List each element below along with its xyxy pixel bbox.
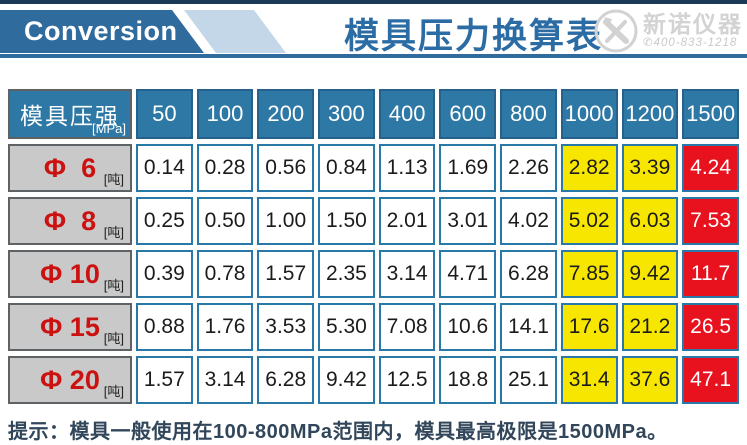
top-bar bbox=[0, 0, 747, 4]
pressure-col-header: 600 bbox=[439, 89, 497, 139]
value-cell: 17.6 bbox=[560, 303, 618, 351]
value-cell: 6.28 bbox=[257, 356, 315, 404]
value-cell: 2.35 bbox=[318, 250, 375, 298]
value-cell: 3.53 bbox=[257, 303, 315, 351]
value-cell: 0.25 bbox=[136, 197, 193, 245]
value-cell: 6.03 bbox=[621, 197, 679, 245]
value-cell: 0.56 bbox=[257, 144, 315, 192]
diameter-label: Φ 6 bbox=[43, 152, 97, 183]
value-cell: 0.28 bbox=[196, 144, 254, 192]
header: Conversion 模具压力换算表 新诺仪器 ✆400-833-1218 bbox=[0, 4, 747, 58]
diameter-label: Φ 20 bbox=[40, 364, 100, 395]
footer-tip: 提示：模具一般使用在100-800MPa范围内，模具最高极限是1500MPa。 bbox=[8, 421, 668, 443]
diameter-label: Φ 8 bbox=[43, 205, 97, 236]
pressure-col-header: 1500 bbox=[682, 89, 739, 139]
diameter-label-cell: Φ 10 [吨] bbox=[8, 250, 132, 298]
corner-label: 模具压强 bbox=[20, 103, 120, 129]
diameter-label-cell: Φ 20 [吨] bbox=[8, 356, 132, 404]
phone-icon: ✆ bbox=[643, 37, 654, 49]
value-cell: 14.1 bbox=[500, 303, 557, 351]
table-row: Φ 20 [吨] 1.57 3.14 6.28 9.42 12.5 18.8 25.1 31.4 3… bbox=[8, 356, 739, 404]
value-cell: 4.71 bbox=[439, 250, 497, 298]
value-cell: 12.5 bbox=[378, 356, 436, 404]
table-row: Φ 15 [吨] 0.88 1.76 3.53 5.30 7.08 10.6 14.1 17.6 2… bbox=[8, 303, 739, 351]
value-cell: 9.42 bbox=[621, 250, 679, 298]
xn-logo-icon bbox=[594, 9, 638, 53]
value-cell: 0.78 bbox=[196, 250, 254, 298]
corner-unit: [MPa] bbox=[92, 121, 126, 136]
value-cell: 7.08 bbox=[378, 303, 436, 351]
diameter-label-cell: Φ 15 [吨] bbox=[8, 303, 132, 351]
pressure-col-header: 1200 bbox=[621, 89, 679, 139]
value-cell: 25.1 bbox=[500, 356, 557, 404]
value-cell: 21.2 bbox=[621, 303, 679, 351]
value-cell: 2.01 bbox=[378, 197, 436, 245]
phone-number: 400-833-1218 bbox=[653, 37, 738, 49]
row-unit: [吨] bbox=[103, 172, 124, 187]
value-cell: 1.69 bbox=[439, 144, 497, 192]
value-cell: 1.76 bbox=[196, 303, 254, 351]
conversion-badge: Conversion bbox=[0, 10, 204, 53]
table-row: Φ 6 [吨] 0.14 0.28 0.56 0.84 1.13 1.69 2.26 2.82 3.… bbox=[8, 144, 739, 192]
pressure-col-header: 1000 bbox=[560, 89, 618, 139]
pressure-col-header: 100 bbox=[196, 89, 254, 139]
row-unit: [吨] bbox=[103, 331, 124, 346]
row-unit: [吨] bbox=[103, 278, 124, 293]
value-cell: 3.14 bbox=[196, 356, 254, 404]
value-cell: 0.39 bbox=[136, 250, 193, 298]
value-cell: 18.8 bbox=[439, 356, 497, 404]
value-cell: 37.6 bbox=[621, 356, 679, 404]
value-cell: 5.30 bbox=[318, 303, 375, 351]
pressure-col-header: 50 bbox=[136, 89, 193, 139]
value-cell: 7.85 bbox=[560, 250, 618, 298]
table-row: Φ 8 [吨] 0.25 0.50 1.00 1.50 2.01 3.01 4.02 5.02 6.… bbox=[8, 197, 739, 245]
value-cell: 2.26 bbox=[500, 144, 557, 192]
brand-name: 新诺仪器 bbox=[643, 11, 743, 37]
value-cell: 0.88 bbox=[136, 303, 193, 351]
pressure-col-header: 400 bbox=[378, 89, 436, 139]
pressure-col-header: 200 bbox=[257, 89, 315, 139]
value-cell: 4.02 bbox=[500, 197, 557, 245]
header-divider bbox=[0, 54, 747, 58]
conversion-badge-label: Conversion bbox=[24, 16, 178, 46]
row-unit: [吨] bbox=[103, 384, 124, 399]
diameter-label-cell: Φ 8 [吨] bbox=[8, 197, 132, 245]
value-cell: 1.57 bbox=[136, 356, 193, 404]
value-cell: 10.6 bbox=[439, 303, 497, 351]
diameter-label-cell: Φ 6 [吨] bbox=[8, 144, 132, 192]
value-cell: 0.84 bbox=[318, 144, 375, 192]
value-cell: 5.02 bbox=[560, 197, 618, 245]
value-cell: 4.24 bbox=[682, 144, 739, 192]
pressure-col-header: 300 bbox=[318, 89, 375, 139]
value-cell: 3.14 bbox=[378, 250, 436, 298]
value-cell: 1.57 bbox=[257, 250, 315, 298]
value-cell: 1.13 bbox=[378, 144, 436, 192]
value-cell: 1.00 bbox=[257, 197, 315, 245]
value-cell: 3.01 bbox=[439, 197, 497, 245]
phone-line: ✆400-833-1218 bbox=[643, 36, 743, 50]
diameter-label: Φ 15 bbox=[40, 311, 100, 342]
table-header-row: 模具压强 [MPa] 50 100 200 300 400 600 800 1000 1200 1… bbox=[8, 89, 739, 139]
page-title: 模具压力换算表 bbox=[344, 17, 604, 56]
value-cell: 47.1 bbox=[682, 356, 739, 404]
brand-logo: 新诺仪器 ✆400-833-1218 bbox=[593, 8, 743, 54]
value-cell: 11.7 bbox=[682, 250, 739, 298]
value-cell: 26.5 bbox=[682, 303, 739, 351]
value-cell: 3.39 bbox=[621, 144, 679, 192]
value-cell: 9.42 bbox=[318, 356, 375, 404]
value-cell: 0.50 bbox=[196, 197, 254, 245]
value-cell: 31.4 bbox=[560, 356, 618, 404]
value-cell: 1.50 bbox=[318, 197, 375, 245]
diameter-label: Φ 10 bbox=[40, 258, 100, 289]
value-cell: 7.53 bbox=[682, 197, 739, 245]
value-cell: 0.14 bbox=[136, 144, 193, 192]
table-row: Φ 10 [吨] 0.39 0.78 1.57 2.35 3.14 4.71 6.28 7.85 9… bbox=[8, 250, 739, 298]
row-unit: [吨] bbox=[103, 225, 124, 240]
value-cell: 2.82 bbox=[560, 144, 618, 192]
conversion-table: 模具压强 [MPa] 50 100 200 300 400 600 800 1000 1200 1… bbox=[4, 84, 743, 409]
value-cell: 6.28 bbox=[500, 250, 557, 298]
pressure-col-header: 800 bbox=[500, 89, 557, 139]
corner-cell: 模具压强 [MPa] bbox=[8, 89, 132, 139]
